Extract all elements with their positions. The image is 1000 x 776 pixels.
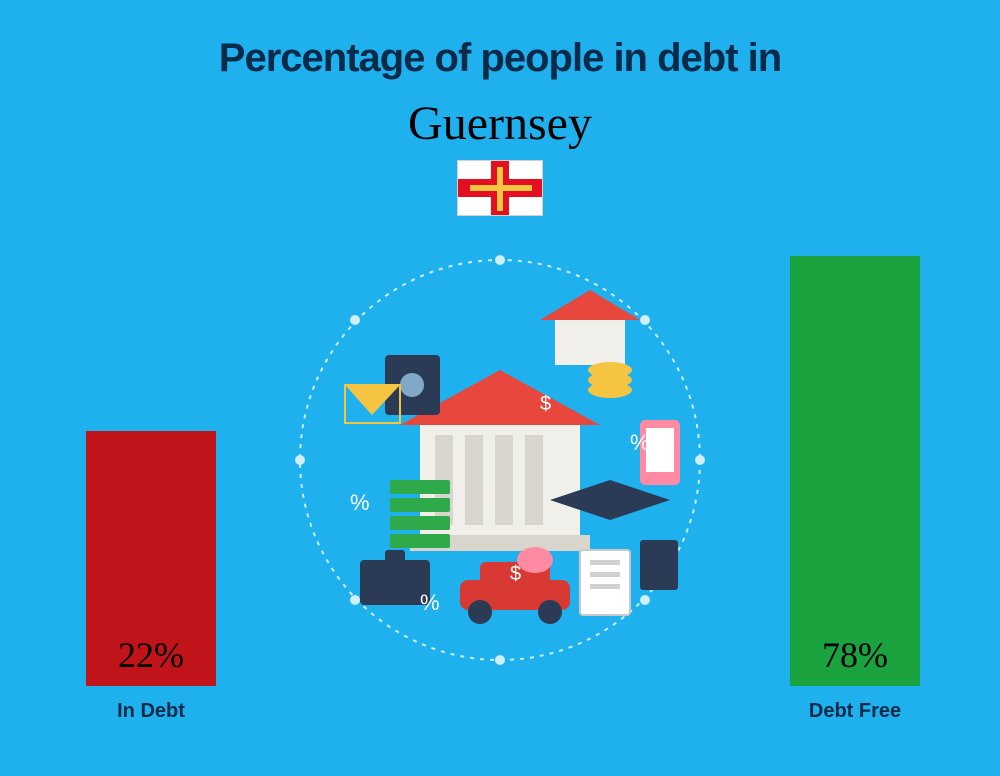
infographic-canvas: Percentage of people in debt in Guernsey	[0, 0, 1000, 776]
in-debt-bar: 22% In Debt	[86, 431, 216, 686]
guernsey-flag-icon	[457, 160, 543, 216]
debt-free-bar: 78% Debt Free	[790, 256, 920, 686]
svg-text:%: %	[420, 590, 440, 615]
debt-free-bar-rect: 78%	[790, 256, 920, 686]
in-debt-value: 22%	[86, 634, 216, 676]
debt-free-label: Debt Free	[790, 700, 920, 723]
page-title: Percentage of people in debt in	[0, 36, 1000, 81]
debt-free-value: 78%	[790, 634, 920, 676]
flag-gold-horizontal	[470, 185, 532, 191]
finance-illustration-icon: % % % $ $	[290, 250, 710, 670]
svg-text:%: %	[350, 490, 370, 515]
in-debt-bar-rect: 22%	[86, 431, 216, 686]
in-debt-label: In Debt	[86, 700, 216, 723]
svg-text:$: $	[510, 563, 521, 585]
svg-text:$: $	[540, 393, 551, 415]
location-name: Guernsey	[0, 96, 1000, 151]
svg-text:%: %	[630, 430, 650, 455]
